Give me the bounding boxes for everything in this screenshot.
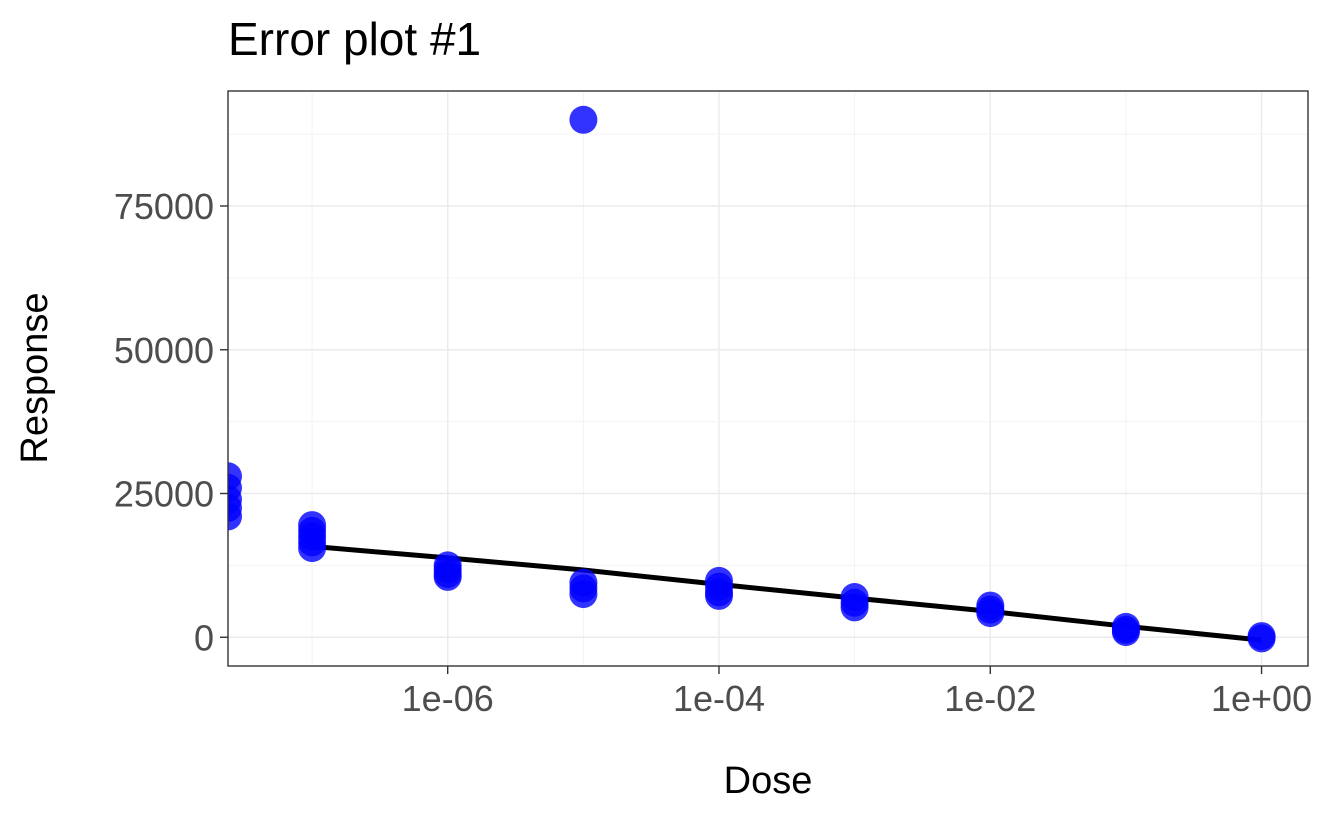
x-tick-label: 1e-06 xyxy=(402,678,494,719)
fit-line xyxy=(311,543,1262,643)
data-point xyxy=(569,105,598,134)
data-points-layer xyxy=(228,105,1276,653)
y-tick-label: 0 xyxy=(194,617,214,658)
chart-title: Error plot #1 xyxy=(228,13,481,65)
x-tick-label: 1e-04 xyxy=(673,678,765,719)
y-tick-label: 75000 xyxy=(114,186,214,227)
grid xyxy=(228,91,1308,666)
y-tick-label: 50000 xyxy=(114,330,214,371)
data-point xyxy=(228,502,242,531)
y-tick-label: 25000 xyxy=(114,474,214,515)
plot-panel-border xyxy=(227,90,1309,667)
x-tick-label: 1e-02 xyxy=(944,678,1036,719)
axis-ticks: 1e-06 1e-04 1e-02 1e+00 0 25000 50000 75000 xyxy=(114,186,1312,719)
data-point xyxy=(1111,618,1140,647)
data-point xyxy=(298,534,327,563)
data-point xyxy=(705,581,733,610)
x-axis-title: Dose xyxy=(724,760,813,802)
data-point xyxy=(976,599,1005,628)
fit-line-layer xyxy=(311,543,1262,643)
data-point xyxy=(840,593,869,622)
data-point xyxy=(569,580,598,609)
data-point xyxy=(433,562,462,591)
x-tick-label: 1e+00 xyxy=(1211,678,1312,719)
data-point xyxy=(1247,624,1276,653)
y-axis-title: Response xyxy=(14,292,56,463)
